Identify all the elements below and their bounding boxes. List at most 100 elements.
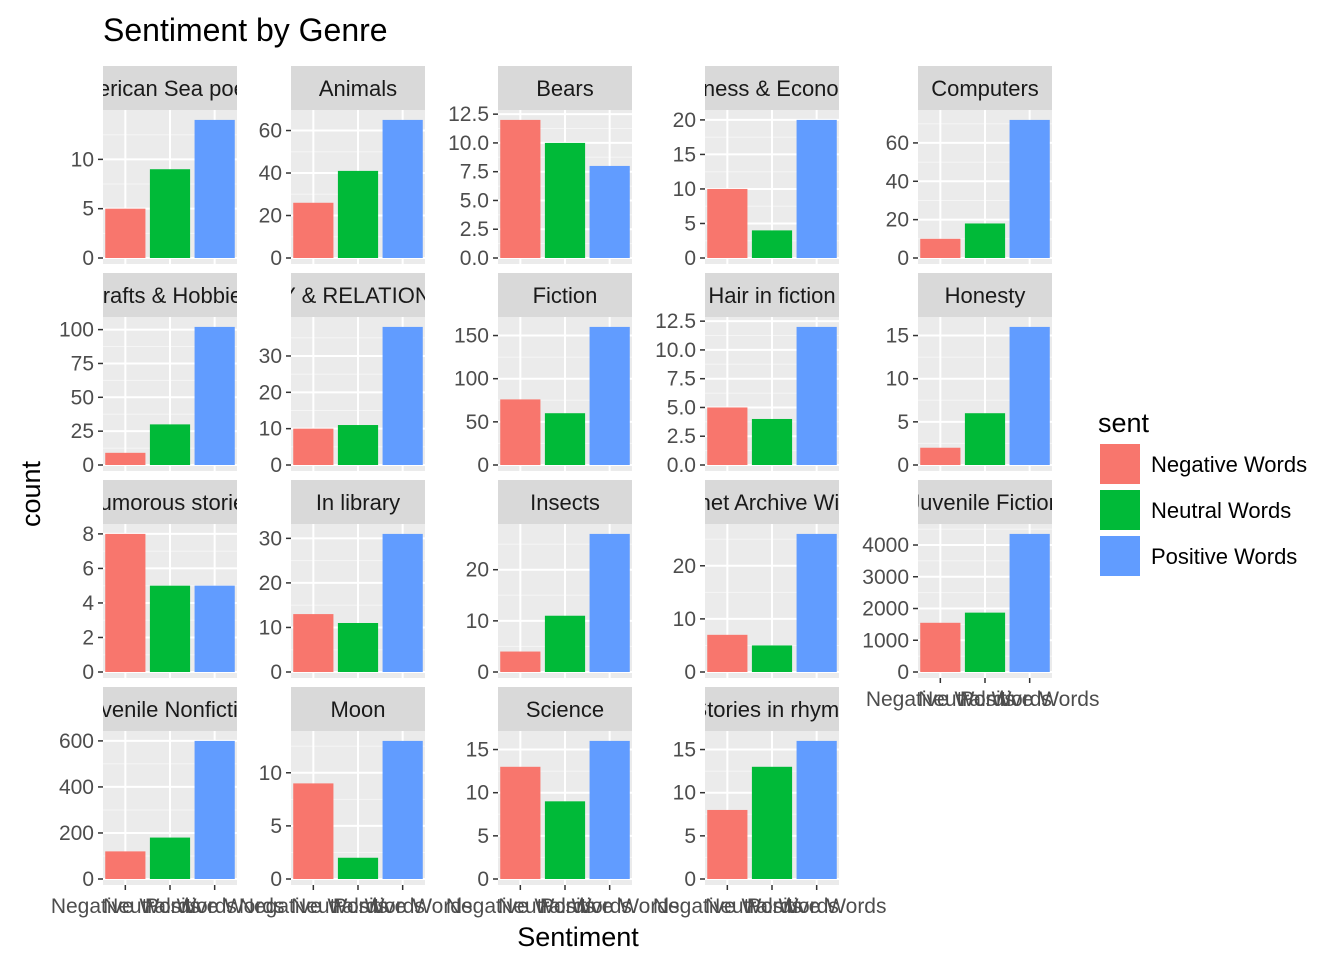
facet-strip-label: Fiction — [533, 283, 598, 308]
bar — [149, 837, 191, 879]
y-tick-label: 0.0 — [460, 247, 489, 270]
chart-title: Sentiment by Genre — [103, 12, 388, 48]
y-tick-label: 20 — [673, 555, 696, 578]
legend: sent Negative Words Neutral Words Positive… — [1098, 408, 1307, 576]
legend-label: Neutral Words — [1151, 498, 1291, 523]
legend-label: Positive Words — [1151, 544, 1297, 569]
y-tick-label: 600 — [59, 730, 94, 753]
x-tick-label: Neutral Words — [103, 895, 237, 918]
bar — [337, 170, 379, 258]
legend-title: sent — [1098, 408, 1150, 438]
bar — [194, 119, 235, 259]
bar — [194, 585, 235, 672]
y-tick-label: 0 — [684, 868, 696, 891]
bar — [920, 447, 961, 465]
bar — [751, 766, 793, 879]
y-tick-label: 15 — [886, 325, 909, 348]
y-tick-label: 8 — [82, 523, 94, 546]
facet-panel: Fiction 0 50 100 150 — [454, 273, 632, 477]
facet-strip-label: Business & Economics — [660, 76, 884, 101]
y-tick-label: 40 — [886, 170, 909, 193]
facet-strip-label: Moon — [330, 697, 385, 722]
y-tick-label: 10 — [673, 608, 696, 631]
y-tick-label: 2.5 — [667, 425, 696, 448]
y-tick-label: 0 — [270, 247, 282, 270]
facet-strip — [918, 480, 1052, 524]
y-tick-label: 10 — [673, 178, 696, 201]
facet-panel: Bears 0.0 2.5 5.0 7.5 10.0 12.5 — [448, 66, 632, 270]
facet-panels: American Sea poems0510Animals0204060Bear… — [51, 66, 1100, 918]
x-axis-title: Sentiment — [517, 922, 639, 952]
y-tick-label: 15 — [466, 739, 489, 762]
facet-strip — [705, 66, 839, 110]
bar — [751, 645, 793, 672]
y-tick-label: 10 — [673, 782, 696, 805]
facet-panel: Humorous stories 0 2 4 6 8 — [82, 480, 237, 684]
facet-strip-label: American Sea poems — [65, 76, 275, 101]
legend-key — [1100, 490, 1140, 530]
y-tick-label: 12.5 — [655, 310, 696, 333]
facet-panel: Hair in fiction 0.0 2.5 5.0 7.5 10.0 12.5 — [655, 273, 839, 477]
facet-strip — [498, 480, 632, 524]
bar — [105, 851, 146, 879]
y-tick-label: 10 — [466, 610, 489, 633]
facet-strip-label: Bears — [536, 76, 593, 101]
facet-panel: Honesty 0 5 10 15 — [886, 273, 1052, 477]
y-tick-label: 25 — [71, 420, 94, 443]
facet-strip — [918, 66, 1052, 110]
y-tick-label: 5.0 — [667, 396, 696, 419]
x-tick-label: Negative Words — [653, 895, 802, 918]
y-tick-label: 6 — [82, 557, 94, 580]
y-tick-label: 75 — [71, 352, 94, 375]
bar — [293, 783, 334, 879]
facet-panel: Stories in rhyme 0 5 10 15 Negative WordsNeut… — [653, 687, 887, 918]
facet-strip — [918, 273, 1052, 317]
bar — [544, 142, 586, 258]
y-tick-label: 0 — [82, 661, 94, 684]
x-tick-label: Positive Words — [747, 895, 887, 918]
facet-panel: Insects 0 10 20 — [466, 480, 632, 684]
y-tick-label: 60 — [259, 120, 282, 143]
bar — [293, 614, 334, 672]
bar — [589, 326, 630, 465]
facet-strip — [103, 66, 237, 110]
bar — [796, 740, 837, 879]
facet-strip-label: Internet Archive Wishlist — [655, 490, 890, 515]
y-tick-label: 2 — [82, 626, 94, 649]
bar — [920, 238, 961, 258]
y-tick-label: 3000 — [862, 566, 909, 589]
bar — [337, 425, 379, 465]
bar — [149, 169, 191, 258]
facet-strip — [103, 687, 237, 731]
facet-panel: Juvenile Fiction 0 1000 2000 3000 4000 Negativ… — [862, 480, 1100, 711]
y-tick-label: 20 — [259, 205, 282, 228]
y-tick-label: 0 — [82, 454, 94, 477]
y-tick-label: 20 — [466, 559, 489, 582]
y-tick-label: 7.5 — [460, 161, 489, 184]
bar — [796, 533, 837, 672]
y-tick-label: 12.5 — [448, 103, 489, 126]
y-tick-label: 20 — [259, 572, 282, 595]
y-tick-label: 150 — [454, 325, 489, 348]
legend-key — [1100, 536, 1140, 576]
facet-strip-label: FAMILY & RELATIONSHIPS — [219, 283, 497, 308]
bar — [382, 533, 423, 672]
y-tick-label: 50 — [466, 411, 489, 434]
y-tick-label: 0 — [270, 868, 282, 891]
bar — [544, 413, 586, 465]
y-tick-label: 4 — [82, 592, 94, 615]
y-tick-label: 15 — [673, 143, 696, 166]
facet-strip — [705, 687, 839, 731]
facet-panel: Internet Archive Wishlist 0 10 20 — [655, 480, 890, 684]
y-tick-label: 5 — [82, 198, 94, 221]
bar — [293, 428, 334, 465]
bar — [707, 188, 748, 258]
y-tick-label: 10.0 — [655, 339, 696, 362]
bar — [293, 202, 334, 258]
bar — [751, 230, 793, 258]
x-tick-label: Positive Words — [960, 688, 1100, 711]
bar — [544, 801, 586, 879]
facet-panel: American Sea poems 0 5 10 — [65, 66, 275, 270]
y-tick-label: 5 — [270, 815, 282, 838]
